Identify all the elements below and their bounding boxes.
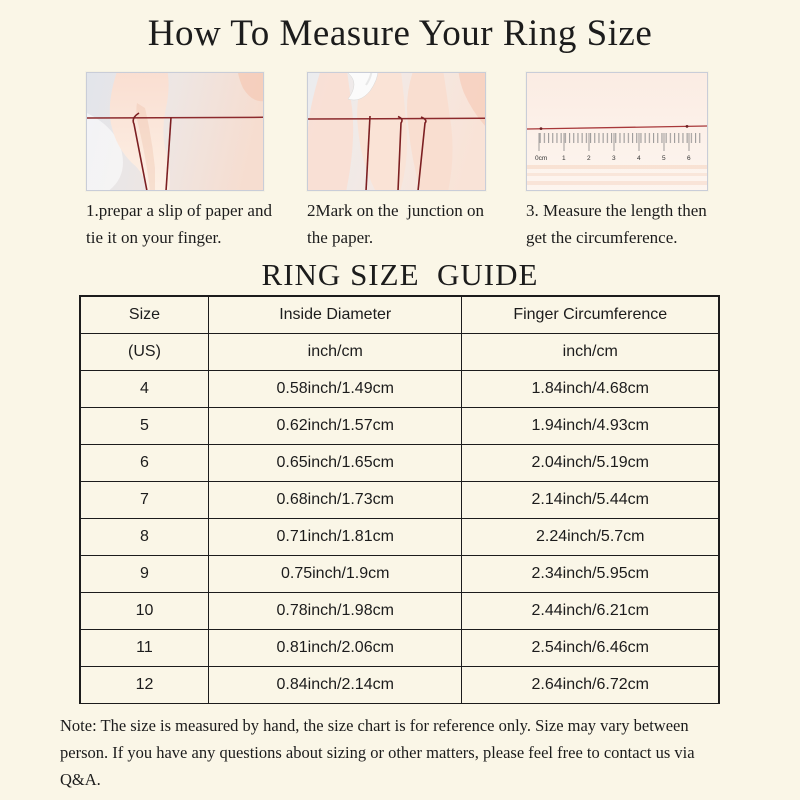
- svg-text:0cm: 0cm: [535, 155, 547, 162]
- svg-text:1: 1: [562, 155, 566, 162]
- svg-text:5: 5: [662, 155, 666, 162]
- svg-text:3: 3: [612, 155, 616, 162]
- svg-text:2: 2: [587, 155, 591, 162]
- svg-text:4: 4: [637, 155, 641, 162]
- svg-text:6: 6: [687, 155, 691, 162]
